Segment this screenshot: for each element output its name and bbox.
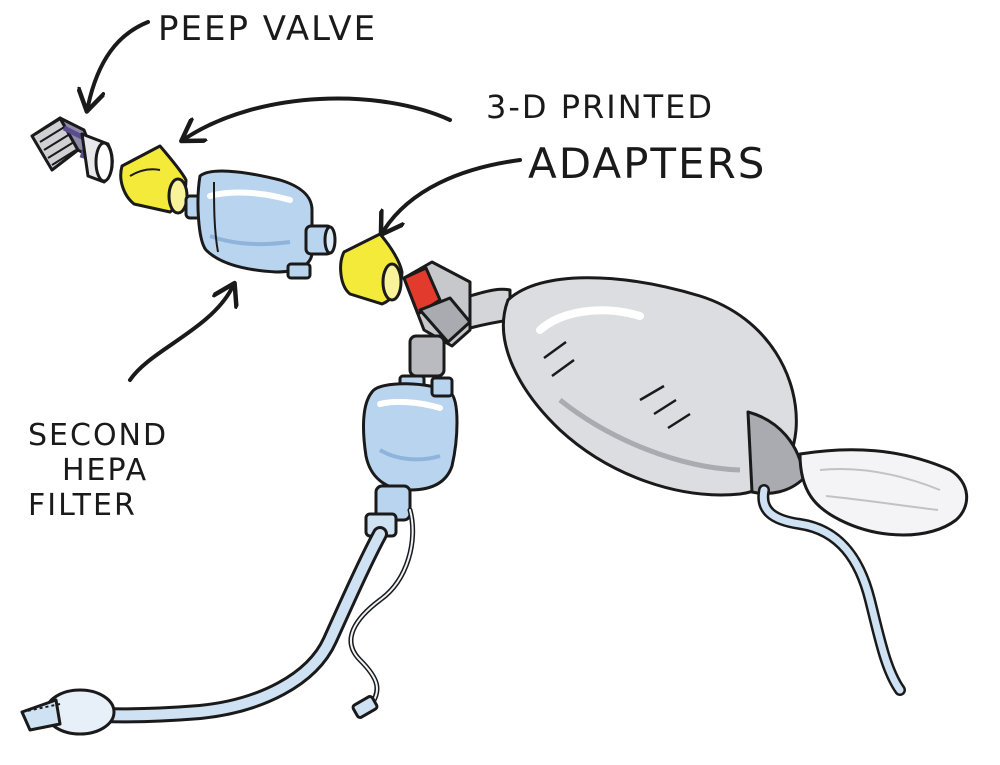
label-peep-valve: PEEP VALVE bbox=[158, 9, 377, 49]
printed-adapter-2 bbox=[339, 232, 404, 306]
arrow-to-hepa-filter bbox=[128, 288, 232, 382]
oxygen-reservoir bbox=[798, 448, 969, 537]
label-printed-adapters-line2: ADAPTERS bbox=[528, 139, 766, 188]
resuscitator-bag bbox=[502, 276, 806, 497]
label-second-hepa-line2: HEPA bbox=[62, 453, 148, 488]
printed-adapter-1 bbox=[119, 144, 189, 215]
pilot-balloon-valve bbox=[351, 695, 379, 719]
label-printed-adapters-line1: 3-D PRINTED bbox=[486, 88, 714, 126]
arrow-to-peep-valve bbox=[88, 20, 150, 106]
bag-valve-connector bbox=[402, 260, 512, 378]
peep-valve bbox=[30, 116, 114, 184]
ett-cuff bbox=[20, 688, 116, 736]
hepa-filter-inline bbox=[184, 169, 337, 280]
arrow-to-first-adapter bbox=[186, 96, 452, 138]
label-second-hepa-line1: SECOND bbox=[28, 418, 168, 453]
arrow-to-second-adapter bbox=[384, 158, 522, 230]
label-second-hepa-line3: FILTER bbox=[28, 488, 137, 523]
